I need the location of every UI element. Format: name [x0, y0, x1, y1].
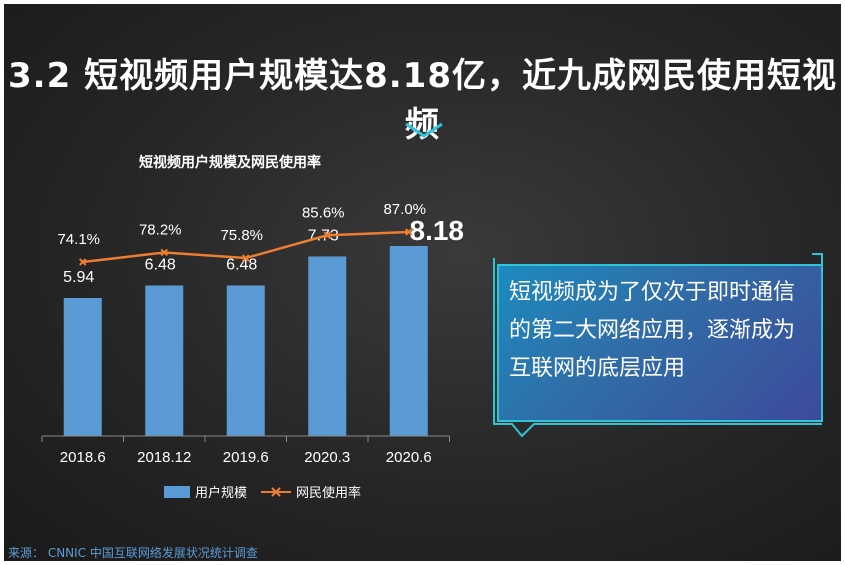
rate-marker-4 [405, 228, 413, 236]
chart-legend: 用户规模 网民使用率 [164, 482, 361, 501]
slide: 3.2 短视频用户规模达8.18亿，近九成网民使用短视频 短视频用户规模及网民使… [4, 4, 841, 561]
legend-item-users: 用户规模 [164, 482, 247, 501]
bar-1 [145, 285, 184, 436]
bar-2 [226, 285, 265, 436]
legend-swatch-bar [164, 485, 190, 498]
bar-0 [63, 298, 102, 436]
bar-value-label-0: 5.94 [63, 269, 94, 286]
slide-title: 3.2 短视频用户规模达8.18亿，近九成网民使用短视频 [8, 56, 837, 145]
source-note: 来源： CNNIC 中国互联网络发展状况统计调查 [8, 546, 258, 560]
line-value-label-2: 75.8% [220, 227, 263, 244]
x-tick-label-3: 2020.3 [304, 449, 350, 466]
line-value-label-0: 74.1% [57, 231, 100, 248]
bar-3 [308, 256, 347, 436]
bar-4 [389, 246, 428, 436]
legend-label-users: 用户规模 [195, 486, 248, 501]
x-tick-label-1: 2018.12 [137, 449, 191, 466]
chart-title: 短视频用户规模及网民使用率 [139, 155, 321, 171]
chevron-down-icon [405, 122, 443, 138]
bar-value-label-4: 8.18 [410, 215, 465, 246]
line-value-label-3: 85.6% [302, 204, 345, 221]
legend-item-rate: 网民使用率 [261, 482, 361, 501]
legend-swatch-line [261, 486, 292, 497]
x-tick-label-4: 2020.6 [386, 449, 432, 466]
line-value-label-1: 78.2% [139, 221, 182, 238]
rate-marker-1 [160, 248, 168, 257]
line-value-label-4: 87.0% [383, 201, 426, 218]
legend-label-rate: 网民使用率 [296, 486, 362, 501]
bar-value-label-1: 6.48 [145, 256, 176, 273]
rate-marker-2 [242, 254, 250, 262]
bar-value-label-2: 6.48 [226, 256, 257, 273]
callout-box [497, 264, 823, 422]
chart: 5.94 2018.6 74.1% 6.48 2018.12 78.2% 6.48 2019.… [41, 201, 465, 466]
callout-text: 短视频成为了仅次于即时通信的第二大网络应用，逐渐成为互联网的底层应用 [509, 280, 796, 381]
x-tick-label-2: 2019.6 [223, 449, 269, 466]
callout-frame [493, 253, 823, 438]
rate-marker-0 [79, 258, 87, 266]
x-tick-label-0: 2018.6 [60, 449, 106, 466]
rate-marker-3 [323, 231, 331, 239]
